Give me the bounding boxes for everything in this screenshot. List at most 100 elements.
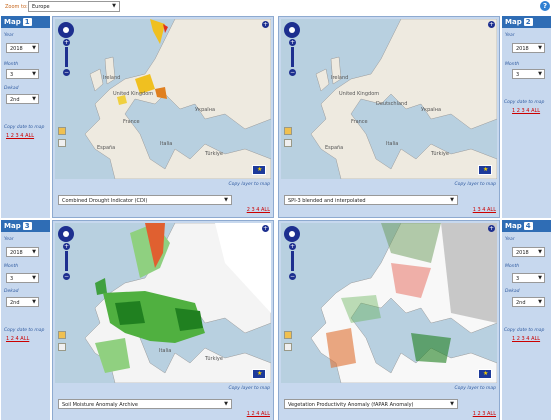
zoom-box-tool-icon[interactable]	[284, 343, 292, 351]
month-select[interactable]: 3 ▼	[6, 69, 39, 79]
map-label-france: France	[351, 119, 368, 125]
eu-flag-icon	[252, 165, 266, 175]
month-select[interactable]: 3 ▼	[6, 273, 39, 283]
zoom-slider[interactable]	[65, 251, 68, 271]
pan-control-icon[interactable]	[58, 22, 74, 38]
pan-control-icon[interactable]	[58, 226, 74, 242]
zoom-slider[interactable]	[291, 47, 294, 67]
pan-tool-icon[interactable]	[58, 331, 66, 339]
map-4-controls: Map 4 Year 2018 ▼ Month 3 ▼ Dekad 2nd ▼ Copy…	[502, 220, 551, 420]
pan-control-icon[interactable]	[284, 226, 300, 242]
zoom-select[interactable]: Europe ▼	[28, 1, 120, 12]
map-label-ireland: Ireland	[103, 75, 121, 81]
layer-select[interactable]: Soil Moisture Anomaly Archive ▼	[58, 399, 232, 409]
map-2-panel: Ireland United Kingdom Deutschland Franc…	[278, 16, 500, 218]
help-icon[interactable]: ?	[540, 1, 550, 11]
zoom-slider[interactable]	[65, 47, 68, 67]
year-select[interactable]: 2018 ▼	[512, 247, 545, 257]
chevron-down-icon: ▼	[450, 401, 454, 407]
month-select[interactable]: 3 ▼	[512, 273, 545, 283]
map-2[interactable]: Ireland United Kingdom Deutschland Franc…	[281, 19, 497, 179]
zoom-in-icon[interactable]: +	[289, 243, 296, 250]
map-4-header: Map 4	[502, 220, 551, 232]
layer-switcher-icon[interactable]: +	[488, 21, 495, 28]
copy-layer-label: Copy layer to map	[454, 182, 496, 187]
dekad-select[interactable]: 2nd ▼	[6, 297, 39, 307]
map-label-turkiye: Türkiye	[431, 151, 449, 157]
chevron-down-icon: ▼	[32, 275, 36, 281]
layer-select[interactable]: SPI-3 blended and interpolated ▼	[284, 195, 458, 205]
year-label: Year	[4, 33, 14, 38]
zoom-box-tool-icon[interactable]	[58, 343, 66, 351]
month-label: Month	[505, 62, 520, 67]
chevron-down-icon: ▼	[538, 299, 542, 305]
chevron-down-icon: ▼	[538, 249, 542, 255]
year-select[interactable]: 2018 ▼	[6, 247, 39, 257]
copy-date-links[interactable]: 1 2 3 4 ALL	[512, 336, 541, 342]
pan-control-icon[interactable]	[284, 22, 300, 38]
map-label-deutschland: Deutschland	[376, 101, 408, 107]
map-2-header: Map 2	[502, 16, 551, 28]
map-label-italia: Italia	[160, 141, 173, 147]
layer-switcher-icon[interactable]: +	[262, 21, 269, 28]
copy-layer-links[interactable]: 1 2 4 ALL	[246, 411, 270, 417]
map-4-panel: + − + Copy layer to map Vegetation Produ…	[278, 220, 500, 420]
copy-layer-links[interactable]: 1 3 4 ALL	[472, 207, 496, 213]
chevron-down-icon: ▼	[112, 3, 116, 9]
copy-date-links[interactable]: 1 2 3 4 ALL	[6, 133, 35, 139]
zoom-value: Europe	[32, 4, 50, 10]
dekad-select[interactable]: 2nd ▼	[6, 94, 39, 104]
eu-flag-icon	[252, 369, 266, 379]
zoom-out-icon[interactable]: −	[63, 273, 70, 280]
zoom-label: Zoom to:	[5, 4, 28, 10]
chevron-down-icon: ▼	[224, 401, 228, 407]
zoom-in-icon[interactable]: +	[63, 39, 70, 46]
map-1-panel: Ireland United Kingdom France Україна Es…	[52, 16, 274, 218]
zoom-out-icon[interactable]: −	[289, 273, 296, 280]
map-2-controls: Map 2 Year 2018 ▼ Month 3 ▼ Copy date to ma…	[502, 16, 551, 218]
map-3-header: Map 3	[1, 220, 50, 232]
eu-flag-icon	[478, 165, 492, 175]
dekad-label: Dekad	[4, 86, 19, 91]
map-label-ukraina: Україна	[195, 107, 216, 113]
zoom-in-icon[interactable]: +	[63, 243, 70, 250]
map-label-ukraina: Україна	[421, 107, 442, 113]
map-1[interactable]: Ireland United Kingdom France Україна Es…	[55, 19, 271, 179]
month-label: Month	[4, 264, 19, 269]
pan-tool-icon[interactable]	[284, 331, 292, 339]
zoom-slider[interactable]	[291, 251, 294, 271]
copy-date-label: Copy date to map	[504, 100, 545, 105]
dekad-label: Dekad	[505, 289, 520, 294]
layer-switcher-icon[interactable]: +	[488, 225, 495, 232]
zoom-box-tool-icon[interactable]	[284, 139, 292, 147]
chevron-down-icon: ▼	[32, 249, 36, 255]
chevron-down-icon: ▼	[538, 71, 542, 77]
zoom-box-tool-icon[interactable]	[58, 139, 66, 147]
zoom-in-icon[interactable]: +	[289, 39, 296, 46]
zoom-out-icon[interactable]: −	[63, 69, 70, 76]
pan-tool-icon[interactable]	[58, 127, 66, 135]
layer-switcher-icon[interactable]: +	[262, 225, 269, 232]
map-label-uk: United Kingdom	[113, 91, 154, 97]
copy-date-links[interactable]: 1 2 4 ALL	[6, 336, 30, 342]
map-label-france: France	[123, 119, 140, 125]
year-label: Year	[505, 33, 515, 38]
layer-select[interactable]: Vegetation Productivity Anomaly (fAPAR A…	[284, 399, 458, 409]
copy-date-links[interactable]: 1 2 3 4 ALL	[512, 108, 541, 114]
chevron-down-icon: ▼	[32, 299, 36, 305]
layer-select[interactable]: Combined Drought Indicator (CDI) ▼	[58, 195, 232, 205]
year-select[interactable]: 2018 ▼	[512, 43, 545, 53]
map-label-espana: España	[325, 145, 344, 151]
month-select[interactable]: 3 ▼	[512, 69, 545, 79]
copy-layer-links[interactable]: 2 3 4 ALL	[246, 207, 270, 213]
map-label-italia: Italia	[159, 348, 172, 354]
copy-layer-label: Copy layer to map	[228, 182, 270, 187]
map-4[interactable]: + − +	[281, 223, 497, 383]
chevron-down-icon: ▼	[32, 71, 36, 77]
year-select[interactable]: 2018 ▼	[6, 43, 39, 53]
pan-tool-icon[interactable]	[284, 127, 292, 135]
map-3[interactable]: Italia Türkiye + − +	[55, 223, 271, 383]
zoom-out-icon[interactable]: −	[289, 69, 296, 76]
copy-layer-links[interactable]: 1 2 3 ALL	[472, 411, 496, 417]
dekad-select[interactable]: 2nd ▼	[512, 297, 545, 307]
